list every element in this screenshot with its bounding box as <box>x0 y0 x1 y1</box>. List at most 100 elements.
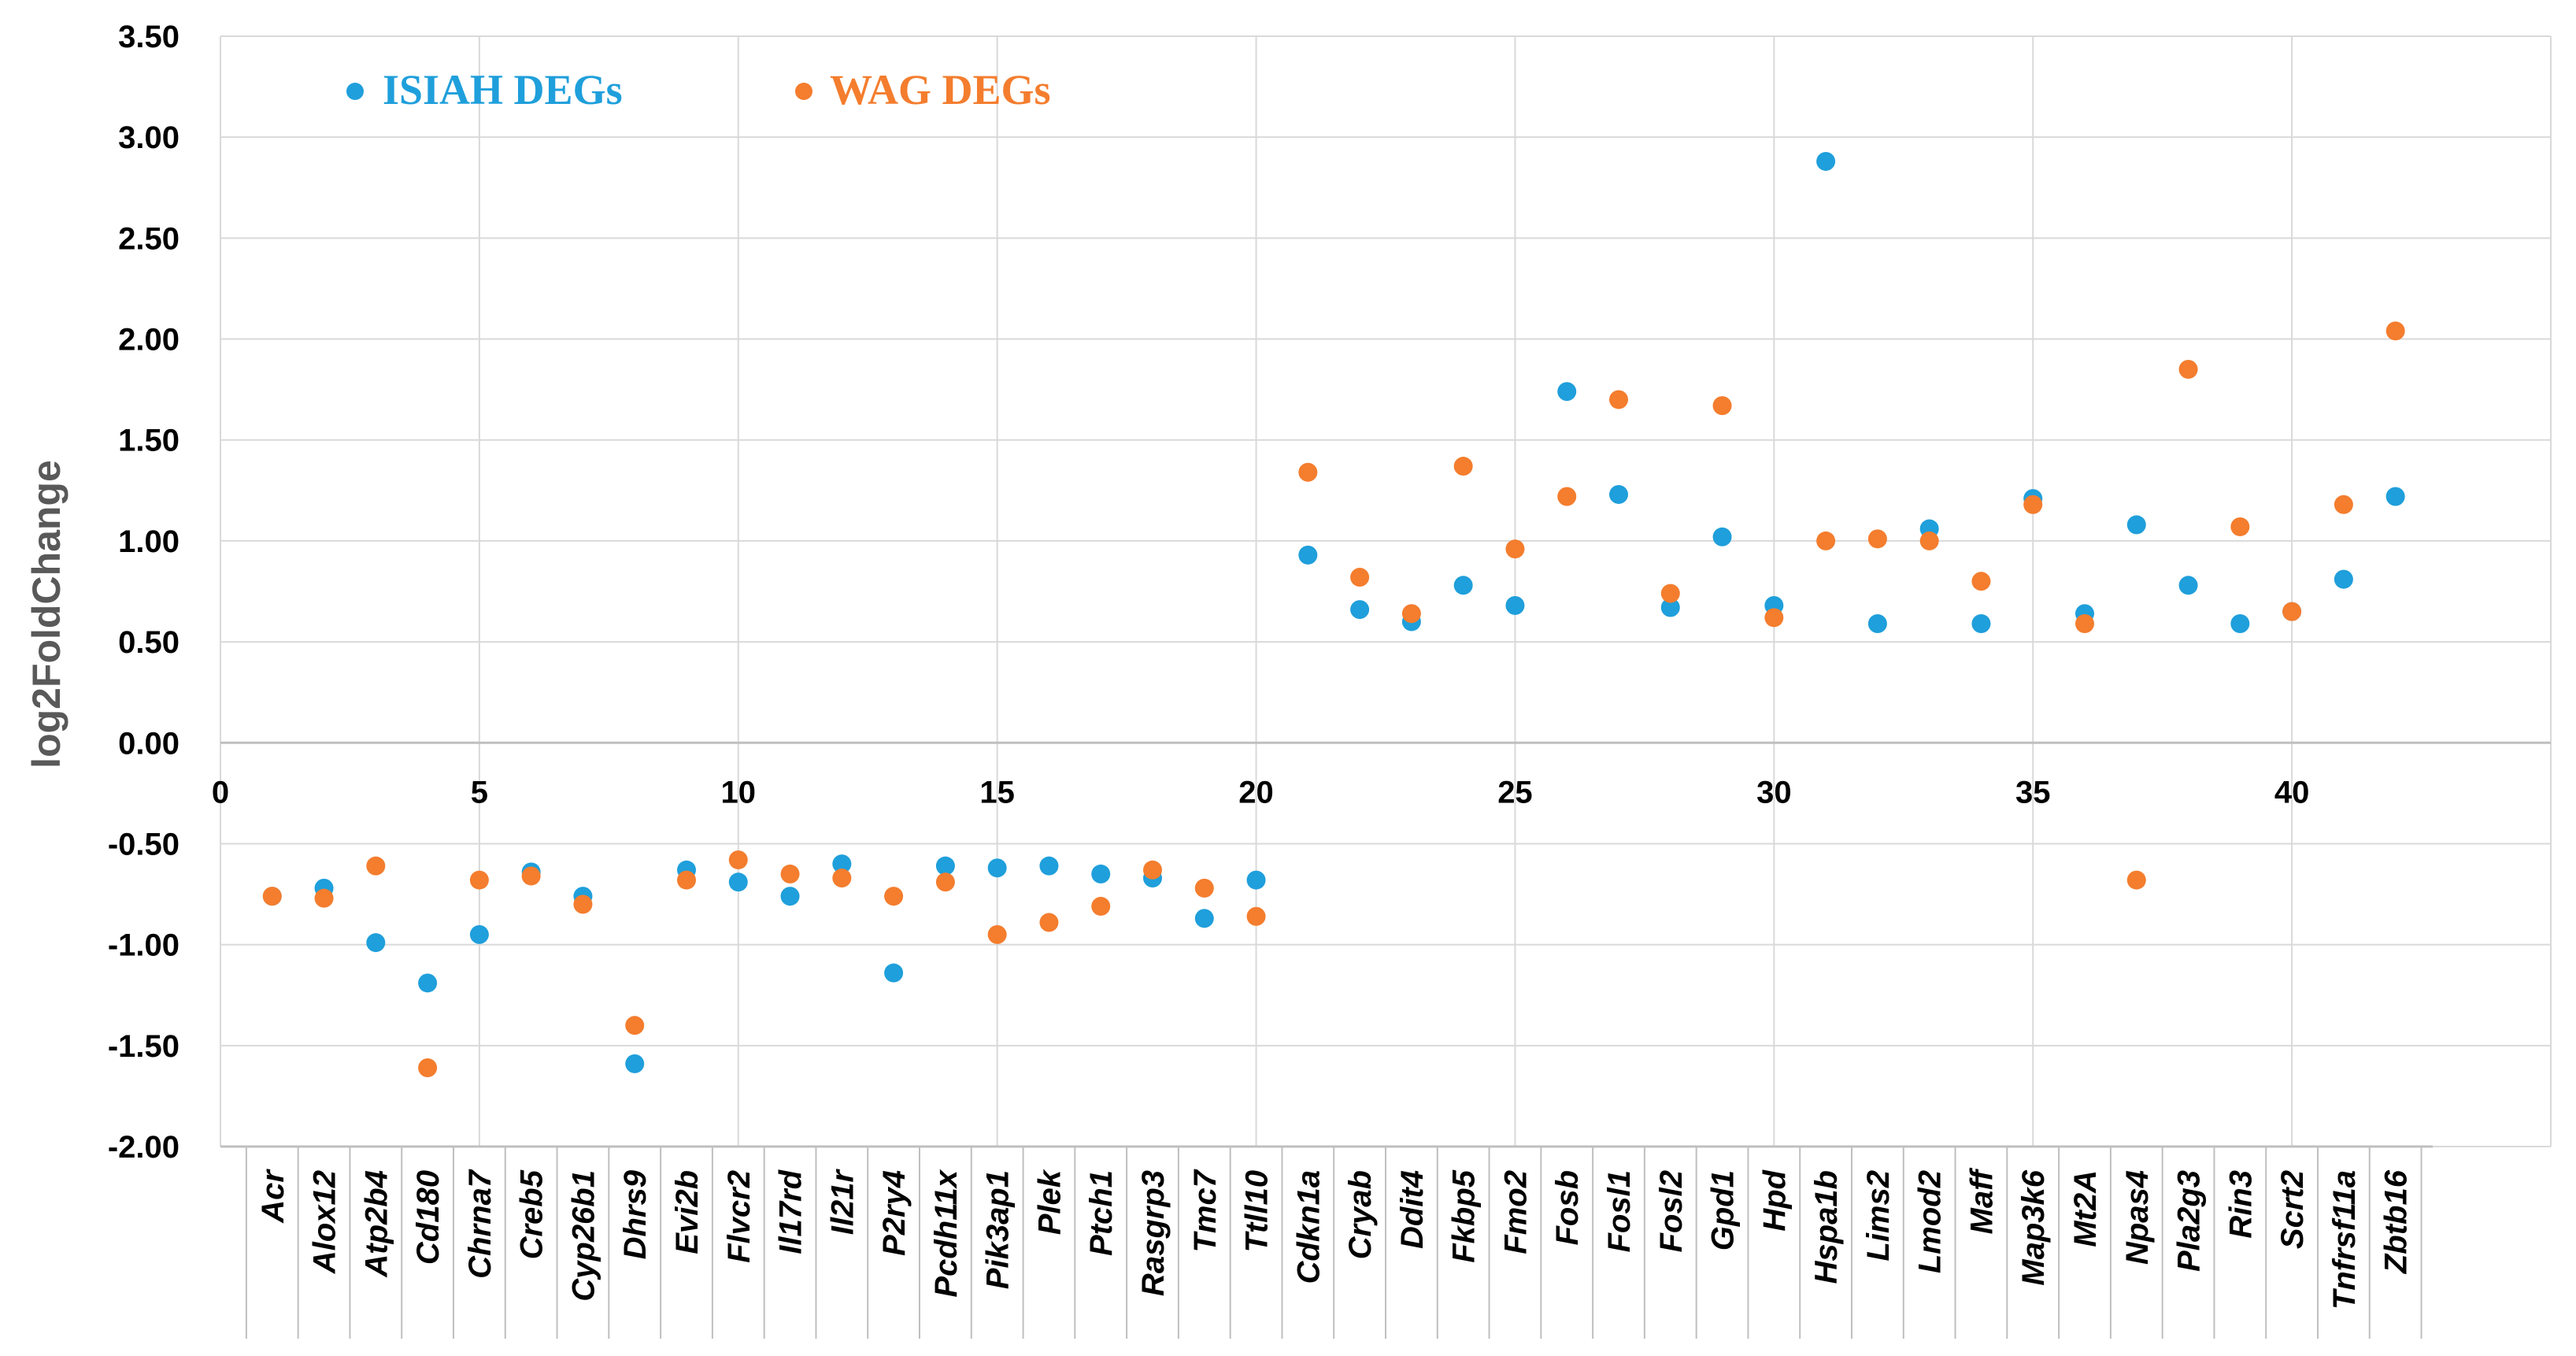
gene-label: Pla2g3 <box>2172 1170 2207 1272</box>
gridlines <box>220 35 2552 1147</box>
gene-label: P2ry4 <box>877 1170 912 1256</box>
gene-label: Dhrs9 <box>618 1169 653 1259</box>
y-tick-label: 2.50 <box>118 221 180 256</box>
wag-point <box>1919 531 1939 550</box>
y-axis-label: log2FoldChange <box>24 460 68 769</box>
isiah-point <box>1660 598 1680 617</box>
gene-label: Fosl1 <box>1602 1170 1637 1252</box>
x-tick-label: 15 <box>979 775 1015 810</box>
wag-point <box>884 887 904 906</box>
wag-point <box>1143 860 1162 880</box>
gene-labels: Acr Alox12 Atp2b4 Cd180 Chrna7 Creb5 Cyp26b1 Dh… <box>256 1167 2414 1310</box>
gene-label: Fkbp5 <box>1447 1169 1482 1263</box>
gene-label: Rin3 <box>2223 1170 2258 1239</box>
y-tick-label: 2.00 <box>118 323 180 358</box>
wag-point <box>2385 321 2405 341</box>
wag-point <box>1971 572 1991 591</box>
wag-point <box>573 895 593 914</box>
isiah-point <box>1505 595 1525 615</box>
isiah-point <box>2230 614 2250 634</box>
wag-point <box>1712 396 1732 416</box>
wag-point <box>418 1058 438 1078</box>
wag-point <box>1298 462 1318 482</box>
gene-label: Gpd1 <box>1706 1170 1741 1250</box>
gene-label: Cdkn1a <box>1291 1170 1326 1284</box>
wag-point <box>1557 487 1577 506</box>
y-tick-label: 0.00 <box>118 726 180 761</box>
gene-label: Evi2b <box>670 1170 705 1254</box>
wag-point <box>2126 870 2146 890</box>
gene-label: Creb5 <box>515 1169 550 1259</box>
gene-label: Ptch1 <box>1084 1170 1119 1256</box>
y-tick-labels: 3.50 3.00 2.50 2.00 1.50 1.00 0.50 0.00 -0.50 -1.… <box>108 20 180 1165</box>
gene-label: Tmc7 <box>1188 1169 1223 1252</box>
isiah-point <box>2334 569 2353 589</box>
gene-label: Maff <box>1964 1167 1999 1234</box>
isiah-point <box>1350 600 1370 620</box>
gene-label: Ttll10 <box>1240 1170 1275 1252</box>
isiah-point <box>1194 909 1214 928</box>
isiah-point <box>1039 856 1059 876</box>
wag-point <box>2334 495 2353 514</box>
gene-label: Ddit4 <box>1395 1170 1430 1249</box>
wag-point <box>521 866 541 886</box>
wag-point <box>1867 529 1887 549</box>
isiah-point <box>1816 151 1836 171</box>
isiah-point <box>366 933 386 953</box>
gene-label: Zbtb16 <box>2379 1169 2414 1274</box>
gene-label: Cyp26b1 <box>566 1170 601 1302</box>
wag-point <box>1039 913 1059 932</box>
isiah-point <box>1712 527 1732 546</box>
isiah-point <box>418 973 438 993</box>
legend: ISIAH DEGs WAG DEGs <box>346 66 1051 113</box>
wag-point <box>1505 539 1525 559</box>
isiah-point <box>884 963 904 983</box>
gene-label: Tnfrsf11a <box>2327 1170 2362 1310</box>
isiah-point <box>1246 870 1266 890</box>
isiah-point <box>832 854 852 874</box>
wag-point <box>1764 608 1784 628</box>
wag-point <box>1350 568 1370 587</box>
wag-point <box>366 856 386 876</box>
wag-point <box>262 887 282 906</box>
gene-label: Fmo2 <box>1498 1170 1533 1254</box>
gene-label: Npas4 <box>2120 1170 2155 1265</box>
gene-label: Rasgrp3 <box>1136 1170 1171 1296</box>
wag-point <box>1609 390 1628 409</box>
isiah-point <box>935 856 955 876</box>
gene-label: Lims2 <box>1861 1170 1896 1262</box>
isiah-point <box>1609 484 1628 504</box>
isiah-point <box>1298 545 1318 565</box>
gene-label: Fosl2 <box>1654 1170 1689 1252</box>
isiah-point <box>2126 515 2146 535</box>
gene-label: Mt2A <box>2068 1170 2103 1247</box>
x-tick-label: 25 <box>1497 775 1533 810</box>
wag-point <box>728 850 748 869</box>
gene-label: Il21r <box>825 1169 860 1236</box>
gene-label: Map3k6 <box>2016 1169 2051 1285</box>
x-tick-label: 30 <box>1756 775 1792 810</box>
wag-point <box>1091 896 1111 916</box>
gene-label: Pik3ap1 <box>981 1170 1016 1289</box>
gene-label: Atp2b4 <box>359 1170 394 1278</box>
gene-label: Hspa1b <box>1809 1170 1844 1284</box>
gene-label: Chrna7 <box>463 1169 498 1279</box>
legend-label-isiah: ISIAH DEGs <box>383 66 623 113</box>
isiah-point <box>625 1054 645 1073</box>
wag-point <box>1246 906 1266 926</box>
x-tick-label: 0 <box>212 775 229 810</box>
isiah-point <box>780 887 800 906</box>
wag-point <box>1401 604 1421 624</box>
x-tick-label: 5 <box>471 775 488 810</box>
y-tick-label: 1.00 <box>118 524 180 559</box>
isiah-point <box>2385 487 2405 506</box>
isiah-point <box>1971 614 1991 634</box>
isiah-point <box>1557 382 1577 402</box>
legend-label-wag: WAG DEGs <box>830 66 1051 113</box>
wag-point <box>1453 457 1473 476</box>
gene-label: Flvcr2 <box>722 1170 757 1263</box>
isiah-point <box>1091 864 1111 884</box>
x-tick-label: 10 <box>721 775 757 810</box>
